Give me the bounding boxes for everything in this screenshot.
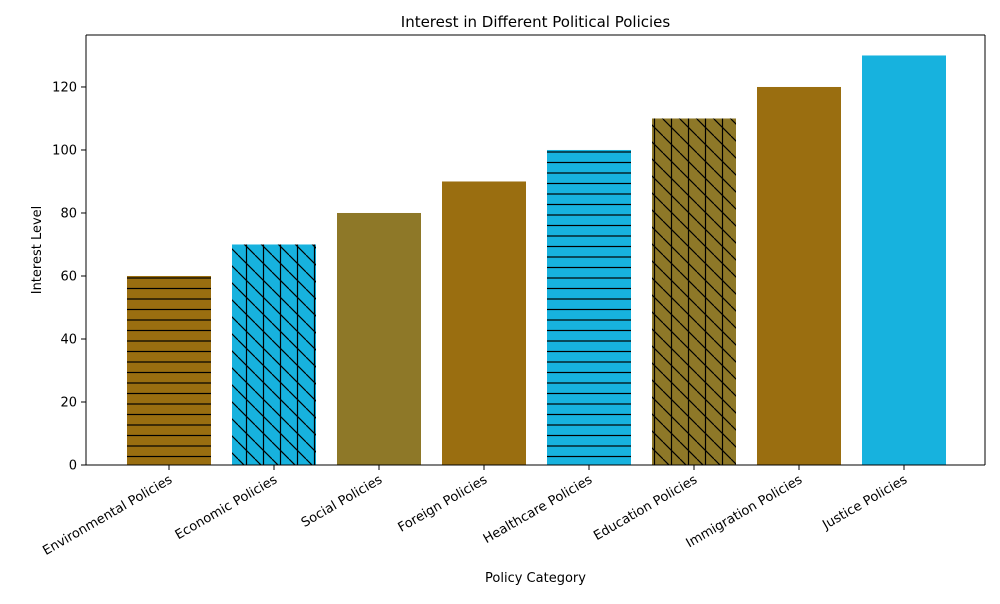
y-tick-label: 20 xyxy=(60,395,77,410)
bar-justice-policies xyxy=(862,55,946,465)
x-tick-label: Immigration Policies xyxy=(684,472,806,551)
bar-hatch xyxy=(232,244,316,465)
x-tick-label: Healthcare Policies xyxy=(481,472,595,547)
chart-title: Interest in Different Political Policies xyxy=(401,13,671,31)
y-tick-label: 100 xyxy=(52,143,77,158)
x-axis-label: Policy Category xyxy=(485,571,586,586)
bar-social-policies xyxy=(337,212,421,465)
x-tick-label: Education Policies xyxy=(591,472,700,544)
y-tick-label: 60 xyxy=(60,269,77,284)
x-tick-label: Environmental Policies xyxy=(40,472,175,559)
x-tick-label: Justice Policies xyxy=(819,472,910,533)
bars-layer xyxy=(127,55,946,465)
bar-immigration-policies xyxy=(757,86,841,465)
bar-hatch xyxy=(127,275,211,465)
y-tick-label: 0 xyxy=(69,459,77,474)
bar-foreign-policies xyxy=(442,181,526,465)
x-tick-label: Economic Policies xyxy=(173,472,280,543)
y-axis-label: Interest Level xyxy=(30,206,45,295)
y-tick-label: 40 xyxy=(60,332,77,347)
y-tick-label: 80 xyxy=(60,206,77,221)
bar-hatch xyxy=(652,118,736,465)
y-tick-label: 120 xyxy=(52,80,77,95)
x-tick-label: Foreign Policies xyxy=(396,472,491,535)
x-tick-label: Social Policies xyxy=(299,472,385,530)
bar-hatch xyxy=(547,149,631,465)
